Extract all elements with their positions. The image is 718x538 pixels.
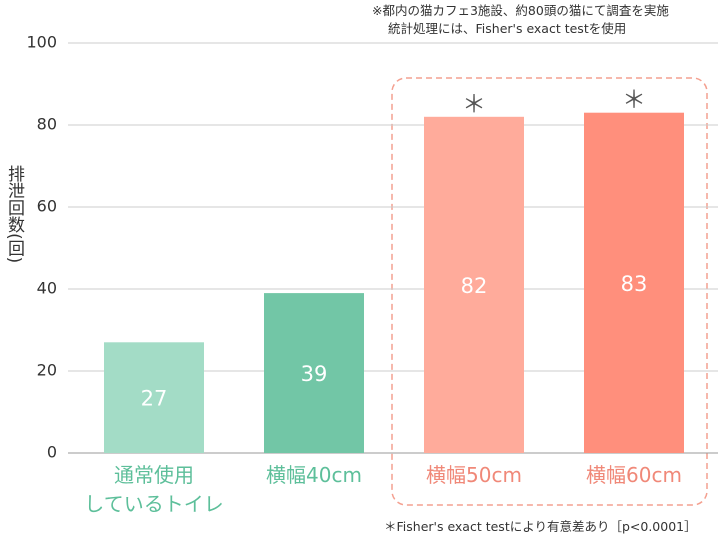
bar bbox=[104, 342, 204, 453]
y-axis-label: 排泄回数(回) bbox=[4, 165, 24, 264]
y-tick-label: 20 bbox=[37, 361, 57, 380]
bar bbox=[264, 293, 364, 453]
significance-mark: ＊ bbox=[462, 90, 486, 118]
value-label: 83 bbox=[621, 272, 648, 296]
bar bbox=[584, 112, 684, 453]
y-tick-label: 80 bbox=[37, 115, 57, 134]
y-tick-label: 40 bbox=[37, 279, 57, 298]
footnote: ＊Fisher's exact testにより有意差あり［p<0.0001］ bbox=[384, 519, 697, 534]
y-tick-label: 100 bbox=[26, 33, 57, 52]
x-tick-label: 通常使用 しているトイレ bbox=[84, 463, 224, 516]
y-tick-label: 0 bbox=[47, 443, 57, 462]
x-tick-label: 横幅40cm bbox=[266, 463, 362, 487]
note: 統計処理には、Fisher's exact testを使用 bbox=[388, 21, 627, 36]
value-label: 82 bbox=[461, 274, 488, 298]
highlight-box bbox=[391, 77, 708, 506]
x-tick-label: 横幅60cm bbox=[586, 463, 682, 487]
bar bbox=[424, 116, 524, 454]
x-tick-label: 横幅50cm bbox=[426, 463, 522, 487]
value-label: 27 bbox=[141, 387, 168, 411]
significance-mark: ＊ bbox=[622, 86, 646, 114]
y-tick-label: 60 bbox=[37, 197, 57, 216]
value-label: 39 bbox=[301, 362, 328, 386]
note: ※都内の猫カフェ3施設、約80頭の猫にて調査を実施 bbox=[372, 3, 669, 18]
